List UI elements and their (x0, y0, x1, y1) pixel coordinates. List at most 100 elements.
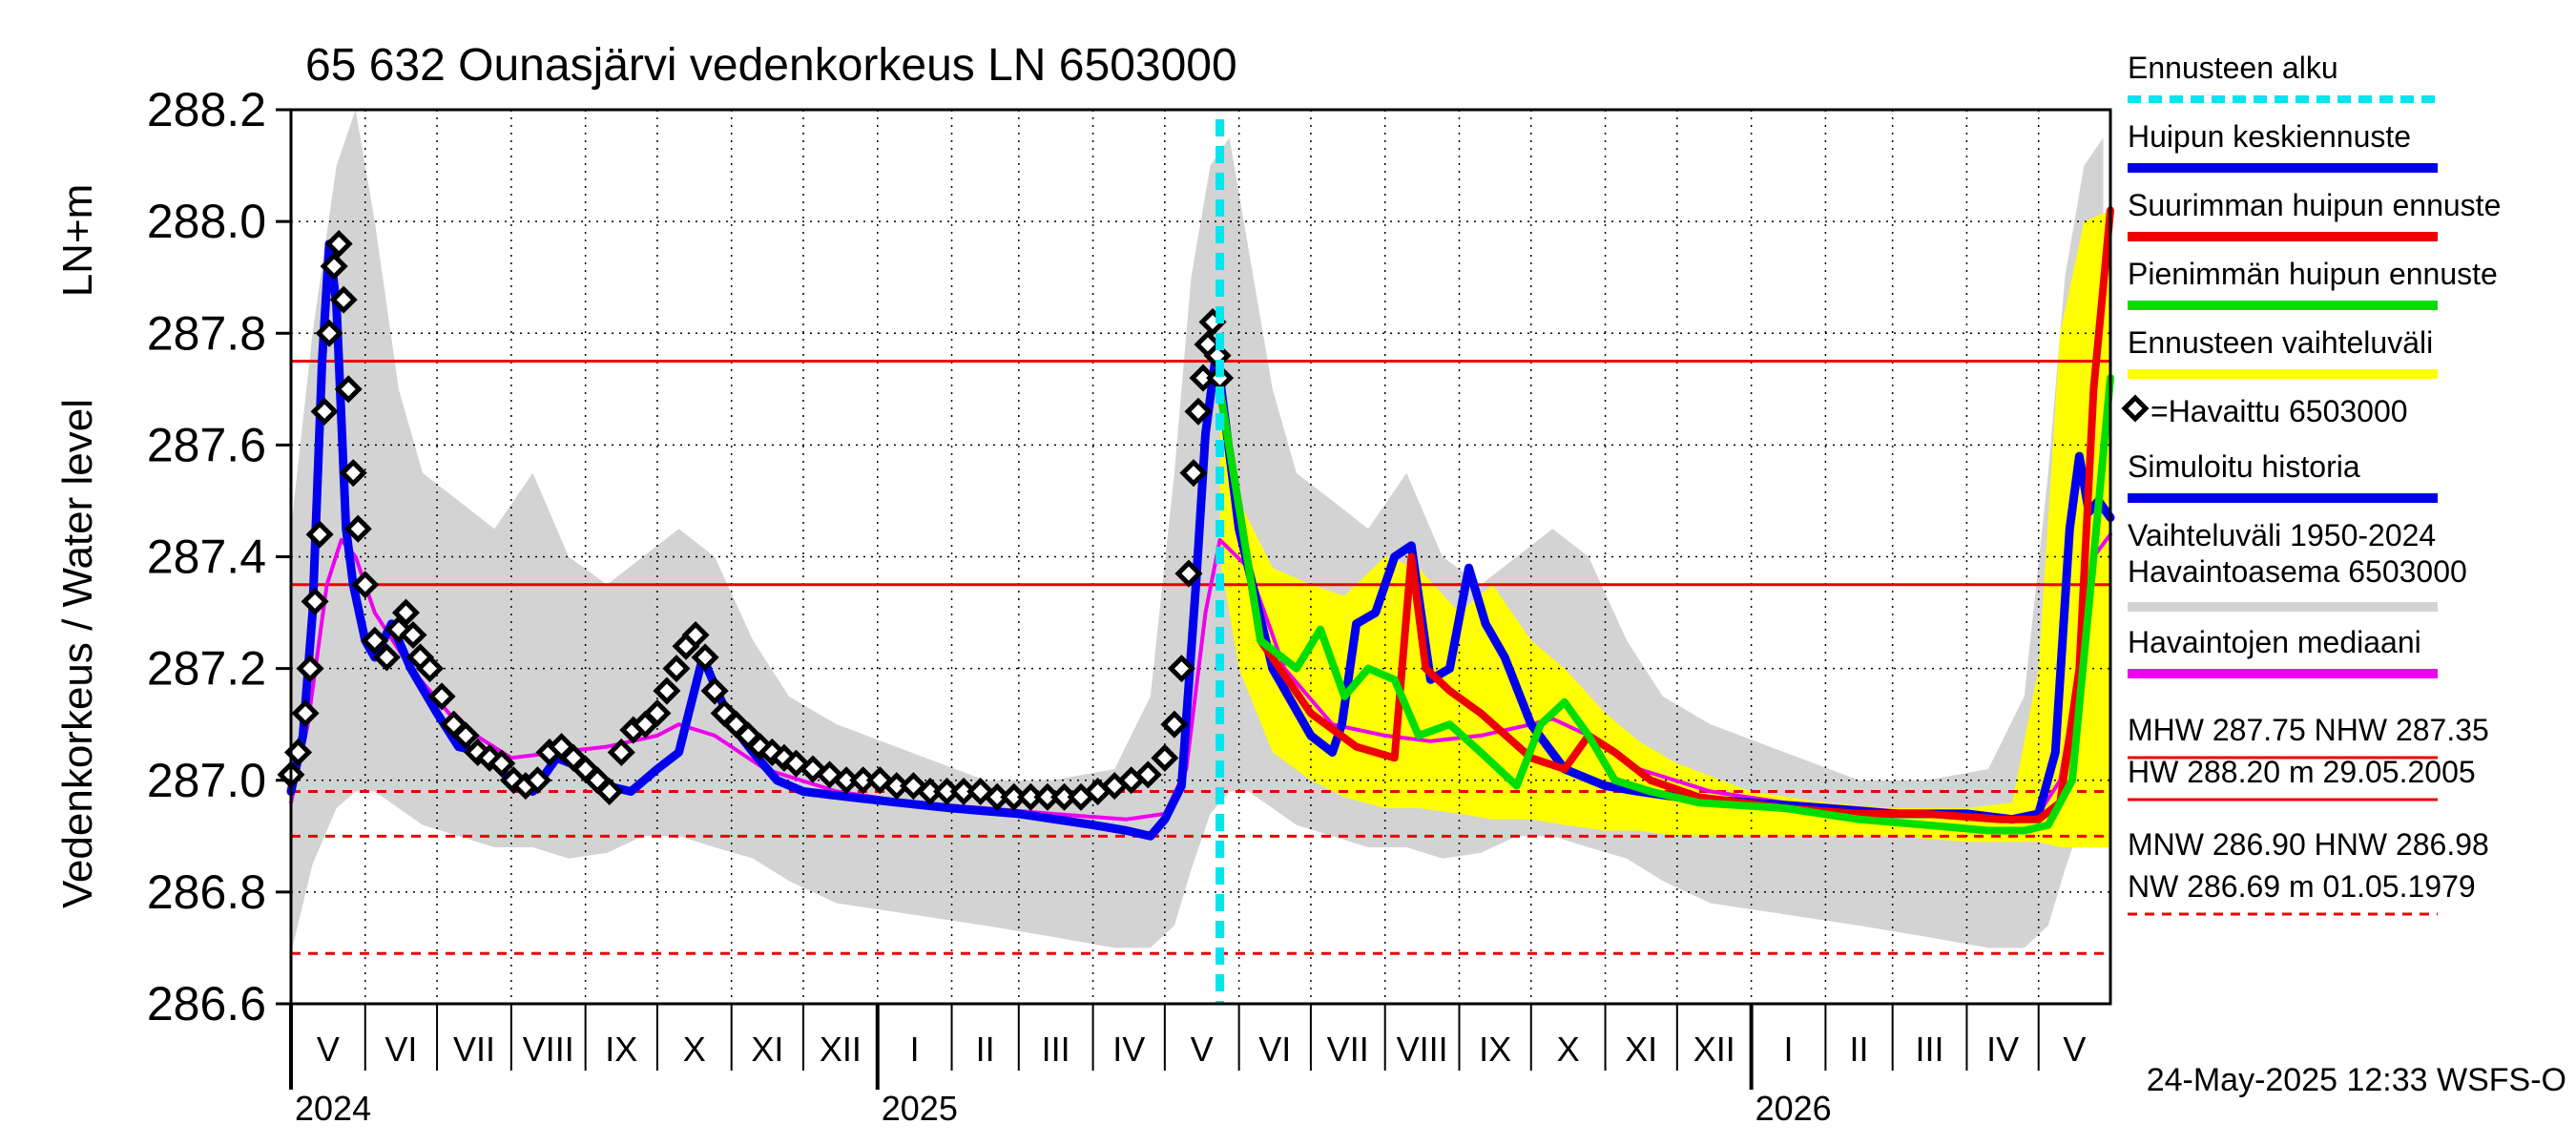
month-label: IX (1479, 1030, 1511, 1069)
series-line-suurimman-huipun-ennuste (1215, 206, 2114, 823)
observed-point (523, 766, 551, 795)
month-label: X (683, 1030, 706, 1069)
legend-label-havaintojen-mediaani: Havaintojen mediaani (2128, 625, 2421, 659)
month-label: I (1784, 1030, 1794, 1069)
observed-point (315, 319, 343, 347)
month-label: XII (1693, 1030, 1735, 1069)
observed-point (662, 655, 691, 683)
y-axis-unit: LN+m (54, 184, 101, 298)
y-tick-label: 287.8 (147, 306, 266, 360)
observed-point (1160, 710, 1189, 739)
year-label: 2026 (1755, 1089, 1832, 1128)
month-label: II (976, 1030, 995, 1069)
legend-label-vaihteluvali-1950-2024: Vaihteluväli 1950-2024 (2128, 518, 2436, 552)
month-label: IX (605, 1030, 637, 1069)
observed-point (691, 643, 719, 672)
x-axis: V VI VII VIII IX X XI XII I II III IV V VI VII VIII IX X X… (289, 1004, 2086, 1128)
month-label: V (2063, 1030, 2086, 1069)
observed-point (329, 285, 358, 314)
month-label: III (1042, 1030, 1070, 1069)
observed-point (1167, 655, 1195, 683)
observed-point (351, 571, 380, 599)
observed-point (334, 375, 363, 404)
month-label: IV (1112, 1030, 1145, 1069)
observed-point (415, 655, 445, 683)
observed-point (339, 459, 367, 488)
series-line-pienimman-huipun-ennuste (1215, 374, 2114, 835)
month-label: II (1850, 1030, 1869, 1069)
observed-point (399, 620, 427, 650)
y-tick-label: 286.6 (147, 977, 266, 1030)
observed-point (1133, 760, 1162, 789)
legend-label-ennusteen-vaihteluvali: Ennusteen vaihteluväli (2128, 325, 2433, 360)
month-label: VIII (1397, 1030, 1448, 1069)
observed-point (681, 620, 710, 650)
month-label: VIII (523, 1030, 574, 1069)
month-label: VII (1327, 1030, 1369, 1069)
year-label: 2025 (882, 1089, 958, 1128)
observed-point (291, 698, 320, 728)
legend: Ennusteen alku Huipun keskiennuste Suurimm… (2121, 51, 2501, 678)
chart-title: 65 632 Ounasjärvi vedenkorkeus LN 650300… (305, 40, 1237, 91)
observed-point (305, 520, 334, 549)
observed-point (595, 777, 624, 805)
observed-point (607, 738, 635, 767)
month-label: XI (1625, 1030, 1657, 1069)
month-label: V (317, 1030, 340, 1069)
observed-markers (277, 230, 1235, 811)
observed-point (643, 698, 672, 728)
month-label: VII (453, 1030, 495, 1069)
month-label: IV (1986, 1030, 2019, 1069)
observed-point (361, 626, 389, 655)
series-line-huipun-keskiennuste (1215, 373, 2115, 824)
legend-label-havaittu-6503000: =Havaittu 6503000 (2150, 394, 2408, 428)
month-label: III (1916, 1030, 1944, 1069)
legend-marker-observed (2121, 394, 2150, 423)
observed-point (343, 514, 372, 543)
y-axis-label: Vedenkorkeus / Water level (54, 399, 101, 908)
legend-label-ennusteen-alku: Ennusteen alku (2128, 51, 2338, 85)
month-label: VI (1258, 1030, 1291, 1069)
y-tick-label: 287.2 (147, 642, 266, 696)
y-tick-label: 288.0 (147, 195, 266, 248)
month-label: V (1191, 1030, 1214, 1069)
observed-point (1174, 559, 1203, 588)
observed-point (653, 677, 681, 705)
y-tick-label: 288.2 (147, 83, 266, 136)
legend-label-vaihteluvali-1950-2024-2: Havaintoasema 6503000 (2128, 554, 2467, 589)
plot-area (277, 108, 2115, 1006)
stat-line: HW 288.20 m 29.05.2005 (2128, 755, 2476, 789)
year-label: 2024 (295, 1089, 371, 1128)
observed-point (1184, 397, 1213, 426)
observed-point (296, 655, 324, 683)
y-tick-label: 287.0 (147, 754, 266, 807)
month-label: XII (820, 1030, 862, 1069)
legend-label-simuloitu-historia: Simuloitu historia (2128, 449, 2360, 484)
legend-label-suurimman-huipun-ennuste: Suurimman huipun ennuste (2128, 188, 2501, 222)
observed-point (700, 677, 729, 705)
legend-label-pienimman-huipun-ennuste: Pienimmän huipun ennuste (2128, 257, 2498, 291)
observed-point (320, 252, 348, 281)
observed-point (1151, 743, 1179, 772)
observed-point (1179, 459, 1208, 488)
stat-line: MNW 286.90 HNW 286.98 (2128, 827, 2489, 862)
month-label: I (910, 1030, 920, 1069)
footer-timestamp: 24-May-2025 12:33 WSFS-O (2147, 1062, 2566, 1098)
observed-point (310, 397, 339, 426)
observed-point (451, 721, 480, 750)
observed-point (324, 230, 353, 259)
month-label: VI (384, 1030, 417, 1069)
y-tick-label: 287.6 (147, 418, 266, 471)
y-axis: 286.6 286.8 287.0 287.2 287.4 287.6 287.8 288.0… (147, 83, 291, 1030)
statistics-box: MHW 287.75 NHW 287.35 HW 288.20 m 29.05.2… (2128, 713, 2489, 916)
observed-point (301, 587, 329, 615)
y-tick-label: 287.4 (147, 531, 266, 584)
observed-point (488, 749, 516, 778)
y-tick-label: 286.8 (147, 865, 266, 919)
series-line-simuloitu-historia (286, 239, 1225, 841)
legend-label-huipun-keskiennuste: Huipun keskiennuste (2128, 119, 2411, 154)
observed-point (372, 643, 401, 672)
observed-point (391, 598, 420, 627)
stat-line: NW 286.69 m 01.05.1979 (2128, 869, 2476, 904)
